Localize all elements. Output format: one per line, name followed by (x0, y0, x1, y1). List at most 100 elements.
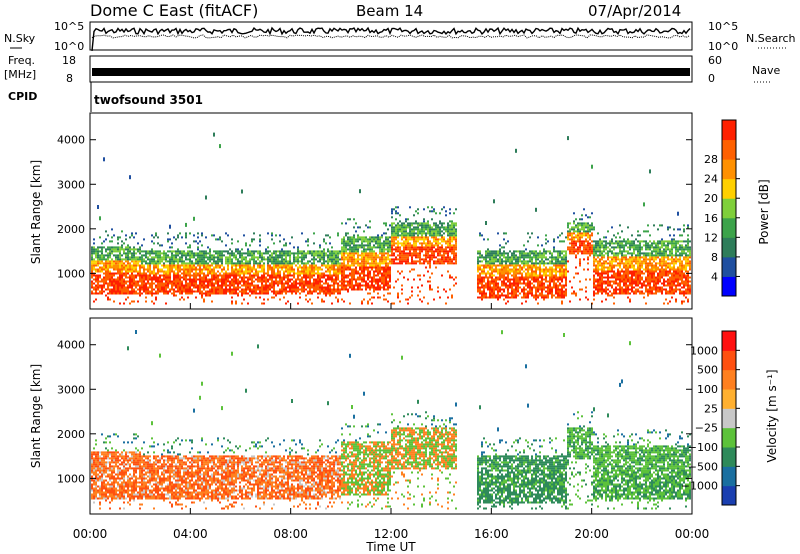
echo-cell (329, 264, 331, 267)
echo-cell (271, 258, 273, 261)
echo-cell (197, 258, 199, 261)
echo-cell (329, 272, 331, 275)
echo-cell (371, 296, 373, 299)
echo-cell (417, 238, 419, 241)
echo-cell (379, 258, 381, 261)
echo-cell (579, 250, 581, 253)
echo-cell (429, 228, 431, 231)
echo-cell (189, 280, 191, 283)
echo-cell (169, 264, 171, 267)
echo-cell (569, 280, 571, 283)
echo-cell (269, 282, 271, 285)
echo-cell (549, 276, 551, 279)
echo-cell (409, 222, 411, 225)
echo-cell (183, 252, 185, 255)
echo-cell (311, 276, 313, 279)
echo-cell (323, 252, 325, 255)
echo-cell (497, 294, 499, 297)
echo-cell (537, 254, 539, 257)
echo-cell (229, 258, 231, 261)
echo-cell (505, 252, 507, 255)
echo-cell (349, 268, 351, 271)
echo-cell (151, 282, 153, 285)
echo-cell (99, 270, 101, 273)
echo-cell (593, 280, 595, 283)
echo-cell (183, 250, 185, 253)
echo-cell (199, 288, 201, 291)
echo-cell (299, 260, 301, 263)
echo-cell (147, 274, 149, 277)
echo-cell (355, 272, 357, 275)
echo-cell (551, 296, 553, 299)
echo-cell (361, 276, 363, 279)
echo-cell (385, 262, 387, 265)
echo-cell (415, 210, 417, 213)
echo-cell (125, 286, 127, 289)
echo-cell (169, 246, 171, 249)
echo-cell (183, 298, 185, 301)
echo-cell (309, 288, 311, 291)
echo-cell (567, 136, 569, 141)
echo-cell (419, 248, 421, 251)
echo-cell (501, 284, 503, 287)
echo-cell (405, 220, 407, 223)
echo-cell (349, 272, 351, 275)
echo-cell (347, 268, 349, 271)
echo-cell (477, 276, 479, 279)
echo-cell (129, 175, 131, 180)
echo-cell (479, 266, 481, 269)
echo-cell (329, 274, 331, 277)
echo-cell (509, 284, 511, 287)
echo-cell (455, 238, 457, 241)
echo-cell (405, 256, 407, 259)
echo-cell (327, 278, 329, 281)
echo-cell (421, 236, 423, 239)
echo-cell (257, 278, 259, 281)
echo-cell (389, 242, 391, 245)
echo-cell (537, 256, 539, 259)
echo-cell (205, 264, 207, 267)
echo-cell (209, 284, 211, 287)
echo-cell (549, 266, 551, 269)
echo-cell (201, 272, 203, 275)
echo-cell (417, 212, 419, 215)
echo-cell (101, 290, 103, 293)
echo-cell (215, 282, 217, 285)
echo-cell (379, 280, 381, 283)
echo-cell (233, 284, 235, 287)
echo-cell (533, 280, 535, 283)
echo-cell (501, 268, 503, 271)
echo-cell (379, 266, 381, 269)
echo-cell (575, 256, 577, 259)
echo-cell (379, 286, 381, 289)
echo-cell (545, 242, 547, 245)
echo-cell (483, 284, 485, 287)
echo-cell (391, 242, 393, 245)
echo-cell (551, 274, 553, 277)
echo-cell (353, 238, 355, 241)
echo-cell (537, 252, 539, 255)
echo-cell (227, 272, 229, 275)
echo-cell (165, 254, 167, 257)
echo-cell (177, 264, 179, 267)
echo-cell (413, 234, 415, 237)
echo-cell (381, 276, 383, 279)
echo-cell (355, 268, 357, 271)
echo-cell (99, 246, 101, 249)
echo-cell (401, 254, 403, 257)
echo-cell (199, 254, 201, 257)
echo-cell (407, 238, 409, 241)
echo-cell (383, 298, 385, 301)
echo-cell (539, 274, 541, 277)
echo-cell (195, 258, 197, 261)
echo-cell (145, 278, 147, 281)
echo-cell (389, 260, 391, 263)
echo-cell (337, 276, 339, 279)
echo-cell (405, 238, 407, 241)
echo-cell (391, 248, 393, 251)
echo-cell (487, 286, 489, 289)
echo-cell (101, 268, 103, 271)
echo-cell (491, 294, 493, 297)
echo-cell (535, 262, 537, 265)
echo-cell (537, 288, 539, 291)
